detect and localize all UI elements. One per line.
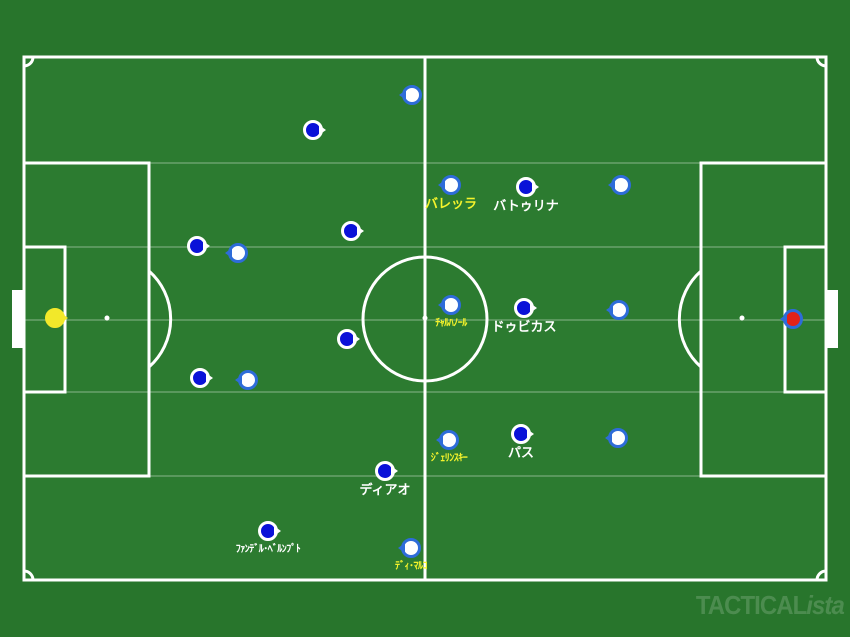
direction-pointer-icon xyxy=(605,433,612,443)
blue-team-player-4[interactable] xyxy=(187,236,210,256)
direction-pointer-icon xyxy=(319,125,326,135)
player-label: ﾌｧﾝﾃﾞﾙ･ﾍﾞﾙﾝﾌﾟﾄ xyxy=(235,544,301,555)
player-label: ﾃﾞｨ･ﾏﾙｺ xyxy=(395,561,428,572)
blue-team-player-1[interactable] xyxy=(303,120,326,140)
direction-pointer-icon xyxy=(206,373,213,383)
direction-pointer-icon xyxy=(606,305,613,315)
watermark-bold-text: TACTICAL xyxy=(696,590,807,620)
direction-pointer-icon xyxy=(399,90,406,100)
white-team-player-8[interactable]: ｼﾞｪﾘﾝｽｷｰ xyxy=(431,430,468,464)
left-goal xyxy=(12,290,23,348)
blue-team-player-7[interactable] xyxy=(190,368,213,388)
player-label: バトゥリナ xyxy=(493,199,559,214)
direction-pointer-icon xyxy=(61,313,68,323)
direction-pointer-icon xyxy=(391,466,398,476)
center-circle xyxy=(361,255,489,383)
direction-pointer-icon xyxy=(608,180,615,190)
tacticalista-watermark: TACTICALista xyxy=(696,590,845,621)
direction-pointer-icon xyxy=(532,182,539,192)
white-team-player-2[interactable]: バレッラ xyxy=(425,175,477,212)
white-team-goalkeeper-player-1[interactable] xyxy=(780,309,803,329)
blue-team-player-8[interactable]: パス xyxy=(508,424,534,461)
white-team-player-3[interactable] xyxy=(608,175,631,195)
direction-pointer-icon xyxy=(274,526,281,536)
watermark-italic-text: ista xyxy=(806,590,844,620)
white-team-player-6[interactable] xyxy=(606,300,629,320)
corner-arc-top-right xyxy=(815,56,827,68)
player-label: ディアオ xyxy=(359,483,411,498)
player-label: パス xyxy=(507,446,535,461)
corner-arc-top-left xyxy=(23,56,35,68)
white-team-player-1[interactable] xyxy=(399,85,422,105)
blue-team-player-10[interactable]: ﾌｧﾝﾃﾞﾙ･ﾍﾞﾙﾝﾌﾟﾄ xyxy=(236,521,301,555)
left-penalty-arc xyxy=(148,269,173,369)
white-team-player-9[interactable] xyxy=(605,428,628,448)
direction-pointer-icon xyxy=(353,334,360,344)
direction-pointer-icon xyxy=(438,180,445,190)
direction-pointer-icon xyxy=(530,303,537,313)
direction-pointer-icon xyxy=(780,314,787,324)
left-penalty-spot xyxy=(104,315,110,321)
right-goal xyxy=(827,290,838,348)
corner-arc-bottom-right xyxy=(815,569,827,581)
blue-team-player-2[interactable]: バトゥリナ xyxy=(493,177,559,214)
corner-arc-bottom-left xyxy=(23,569,35,581)
right-penalty-spot xyxy=(739,315,745,321)
direction-pointer-icon xyxy=(438,300,445,310)
player-label: ｼﾞｪﾘﾝｽｷｰ xyxy=(430,453,468,464)
center-spot xyxy=(422,315,428,321)
blue-team-player-3[interactable] xyxy=(341,221,364,241)
white-team-player-4[interactable] xyxy=(225,243,248,263)
direction-pointer-icon xyxy=(357,226,364,236)
blue-team-player-6[interactable] xyxy=(337,329,360,349)
player-label: ドゥビカス xyxy=(491,320,557,335)
direction-pointer-icon xyxy=(527,429,534,439)
direction-pointer-icon xyxy=(235,375,242,385)
white-team-player-10[interactable]: ﾃﾞｨ･ﾏﾙｺ xyxy=(395,538,428,572)
blue-team-player-9[interactable]: ディアオ xyxy=(359,461,411,498)
blue-team-goalkeeper-player-1[interactable] xyxy=(45,308,68,328)
direction-pointer-icon xyxy=(398,543,405,553)
player-label: ﾁｬﾙﾊﾉｰﾙ xyxy=(435,318,467,329)
direction-pointer-icon xyxy=(436,435,443,445)
player-label: バレッラ xyxy=(424,197,478,212)
blue-team-player-5[interactable]: ドゥビカス xyxy=(491,298,557,335)
white-team-player-5[interactable]: ﾁｬﾙﾊﾉｰﾙ xyxy=(435,295,467,329)
right-penalty-arc xyxy=(677,269,702,369)
direction-pointer-icon xyxy=(225,248,232,258)
direction-pointer-icon xyxy=(203,241,210,251)
white-team-player-7[interactable] xyxy=(235,370,258,390)
